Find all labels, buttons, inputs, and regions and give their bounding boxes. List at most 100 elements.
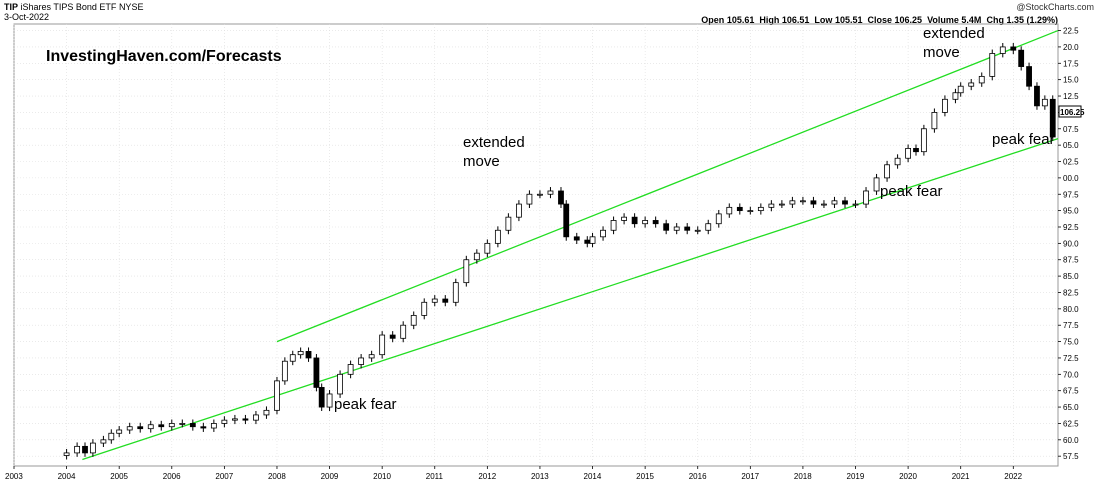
low-value: 105.51 xyxy=(834,15,863,25)
y-tick-label: 87.5 xyxy=(1063,256,1079,265)
candle-body xyxy=(842,200,848,205)
candle-body xyxy=(221,419,228,424)
candle-body xyxy=(694,229,701,232)
candle xyxy=(158,420,165,431)
candle xyxy=(263,406,270,419)
candle-body xyxy=(231,418,238,421)
plot-frame xyxy=(13,23,1059,467)
annotation-extended-move-2-line1: extended xyxy=(923,25,985,42)
candle xyxy=(242,414,249,425)
candle xyxy=(747,206,754,215)
y-tick-label: 07.5 xyxy=(1063,125,1079,134)
candle-body xyxy=(757,206,764,212)
candle-body xyxy=(789,200,796,205)
candle-body xyxy=(318,387,325,408)
candle xyxy=(957,82,964,97)
candle xyxy=(108,429,115,444)
candle-body xyxy=(326,393,333,408)
y-tick-label: 95.0 xyxy=(1063,207,1079,216)
candle-body xyxy=(768,203,775,208)
x-tick-label: 2010 xyxy=(373,472,391,481)
x-axis: 2003 2004 2005 2006 2007 2008 2009 2010 2011 2012… xyxy=(5,466,1023,481)
candle-body xyxy=(563,203,570,238)
candle-body xyxy=(573,236,580,241)
candle xyxy=(621,213,627,225)
candle xyxy=(147,420,154,433)
annotation-peak-fear-1: peak fear xyxy=(334,396,397,413)
candle xyxy=(1041,95,1048,110)
candle xyxy=(705,219,712,235)
candle-body xyxy=(673,226,680,231)
y-tick-label: 77.5 xyxy=(1063,321,1079,330)
candle-body xyxy=(684,226,691,231)
candle xyxy=(842,196,848,209)
candle xyxy=(1049,95,1056,141)
watermark-text: InvestingHaven.com/Forecasts xyxy=(46,48,282,65)
candle-body xyxy=(313,357,320,388)
candle-body xyxy=(957,85,964,94)
candle-body xyxy=(905,148,912,159)
candle-body xyxy=(852,203,859,206)
y-tick-label: 97.5 xyxy=(1063,190,1079,199)
candle xyxy=(736,203,743,215)
y-tick-label: 70.0 xyxy=(1063,370,1079,379)
candle-body xyxy=(526,193,533,205)
y-tick-label: 15.0 xyxy=(1063,76,1079,85)
candle xyxy=(873,173,880,195)
candle-body xyxy=(942,98,948,113)
candle xyxy=(347,360,354,379)
candle xyxy=(63,448,70,460)
candle-body xyxy=(63,452,70,456)
candle-body xyxy=(289,354,296,362)
x-tick-label: 2008 xyxy=(268,472,286,481)
candle-body xyxy=(263,409,270,416)
candle xyxy=(505,213,512,235)
candle xyxy=(526,190,533,209)
candle xyxy=(494,226,501,248)
y-tick-label: 60.0 xyxy=(1063,436,1079,445)
candle xyxy=(631,213,638,228)
candle xyxy=(831,196,838,209)
candle-body xyxy=(913,148,919,153)
x-tick-label: 2014 xyxy=(584,472,602,481)
candle xyxy=(684,223,691,235)
x-tick-label: 2011 xyxy=(426,472,444,481)
candle xyxy=(884,160,890,182)
candle xyxy=(231,414,238,425)
x-tick-label: 2017 xyxy=(741,472,759,481)
candle xyxy=(274,376,280,415)
candle xyxy=(610,216,617,235)
candle xyxy=(978,72,985,87)
symbol: TIP xyxy=(4,2,19,12)
candle xyxy=(305,347,312,362)
candle-body xyxy=(484,242,491,254)
x-tick-label: 2021 xyxy=(952,472,970,481)
candle xyxy=(905,144,912,163)
candle-body xyxy=(863,190,869,205)
candle-body xyxy=(281,360,288,382)
candle xyxy=(821,200,827,209)
candle-body xyxy=(147,424,154,430)
candle xyxy=(768,200,775,212)
candle-body xyxy=(894,157,901,166)
close-value: 106.25 xyxy=(894,15,923,25)
candle-body xyxy=(389,334,396,339)
candle xyxy=(757,203,764,215)
y-tick-label: 17.5 xyxy=(1063,59,1079,68)
candle-body xyxy=(1041,98,1048,107)
candle xyxy=(452,278,459,307)
stockcharts-credit: @StockCharts.com xyxy=(1016,2,1094,12)
x-tick-label: 2018 xyxy=(794,472,812,481)
candle xyxy=(726,203,733,218)
x-tick-label: 2019 xyxy=(847,472,865,481)
candle xyxy=(537,190,543,199)
candle-body xyxy=(337,373,343,395)
candle-body xyxy=(168,423,175,428)
candle-body xyxy=(505,216,512,231)
candle-body xyxy=(558,190,564,205)
candle-body xyxy=(873,177,880,192)
y-tick-label: 65.0 xyxy=(1063,403,1079,412)
candle-body xyxy=(368,354,375,359)
candle xyxy=(281,357,288,385)
